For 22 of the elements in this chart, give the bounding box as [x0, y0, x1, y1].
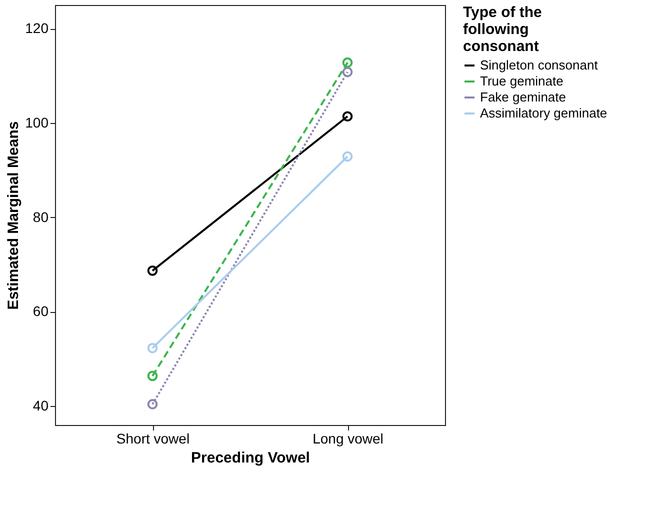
- y-tick-label: 40: [32, 398, 49, 414]
- legend-label: True geminate: [480, 74, 564, 88]
- x-axis-title: Preceding Vowel: [191, 450, 310, 466]
- point: [342, 151, 353, 162]
- x-tick-label: Short vowel: [116, 430, 190, 446]
- point: [147, 342, 158, 354]
- y-tick-label: 100: [25, 114, 49, 130]
- legend-title: Type of the following consonant: [463, 4, 542, 55]
- legend-label: Assimilatory geminate: [480, 106, 608, 120]
- point: [342, 111, 353, 122]
- point: [342, 57, 353, 68]
- y-tick-label: 60: [32, 303, 49, 320]
- y-tick-label: 80: [32, 208, 49, 225]
- legend-label: Fake geminate: [480, 90, 566, 104]
- legend-label: Singleton consonant: [480, 58, 598, 72]
- point: [342, 66, 353, 78]
- point: [147, 399, 158, 410]
- y-tick-label: 120: [25, 20, 49, 36]
- point: [147, 266, 158, 276]
- x-tick-label: Long vowel: [312, 430, 384, 446]
- y-axis-title: Estimated Marginal Means: [5, 121, 22, 310]
- point: [147, 370, 158, 382]
